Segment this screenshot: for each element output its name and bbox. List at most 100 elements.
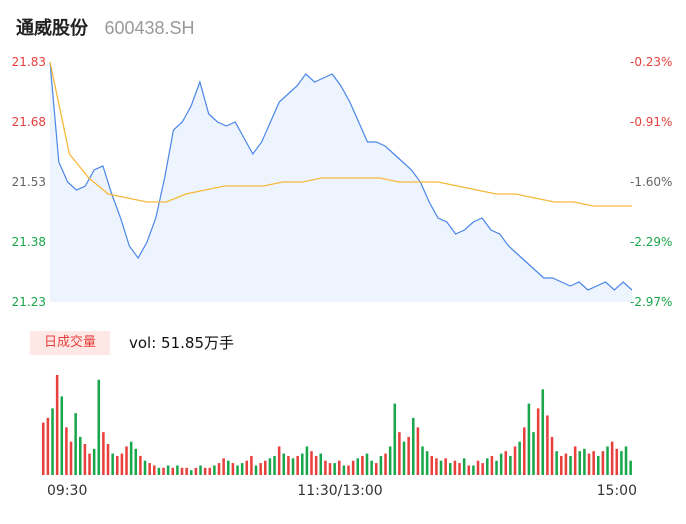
volume-bar bbox=[546, 415, 549, 475]
volume-bar bbox=[467, 465, 471, 475]
volume-bar bbox=[116, 455, 119, 475]
volume-bar bbox=[416, 427, 420, 475]
volume-badge[interactable]: 日成交量 bbox=[30, 331, 110, 355]
volume-bar bbox=[338, 460, 341, 475]
volume-bar bbox=[106, 444, 110, 475]
x-ticks: 09:30 11:30/13:00 15:00 bbox=[47, 483, 637, 499]
volume-bar bbox=[264, 460, 267, 475]
volume-bar bbox=[222, 458, 225, 475]
volume-bar bbox=[231, 463, 235, 475]
y-tick-left-1: 21.68 bbox=[12, 115, 46, 129]
volume-bar bbox=[55, 375, 59, 475]
volume-bar bbox=[518, 441, 521, 475]
volume-bar bbox=[430, 455, 434, 475]
volume-bar bbox=[111, 453, 114, 475]
volume-bar bbox=[481, 463, 484, 475]
volume-bar bbox=[523, 427, 526, 475]
volume-bar bbox=[569, 455, 572, 475]
volume-bar bbox=[370, 460, 373, 475]
volume-bar bbox=[462, 458, 466, 475]
y-ticks-left: 21.83 21.68 21.53 21.38 21.23 bbox=[12, 55, 46, 309]
volume-bar bbox=[60, 396, 64, 475]
volume-bar bbox=[148, 463, 151, 475]
price-line bbox=[49, 61, 633, 291]
volume-bar bbox=[620, 451, 623, 475]
volume-bar bbox=[601, 451, 605, 475]
volume-bar bbox=[578, 451, 582, 475]
y-tick-right-3: -2.29% bbox=[630, 235, 672, 249]
volume-bar bbox=[606, 446, 609, 475]
volume-bar bbox=[97, 379, 101, 475]
volume-bar bbox=[190, 470, 193, 475]
volume-bar bbox=[421, 446, 424, 475]
volume-bar bbox=[51, 408, 54, 475]
volume-bar bbox=[458, 463, 461, 475]
volume-bar bbox=[217, 463, 221, 475]
volume-bar bbox=[375, 463, 378, 475]
average-line bbox=[49, 61, 632, 207]
volume-bar bbox=[240, 463, 244, 475]
volume-bar bbox=[268, 458, 272, 475]
volume-bar bbox=[439, 460, 443, 475]
volume-bar bbox=[564, 453, 568, 475]
volume-bar bbox=[425, 451, 429, 475]
volume-bar bbox=[157, 467, 161, 475]
volume-readout: vol: 51.85万手 bbox=[129, 334, 234, 352]
volume-bar bbox=[527, 403, 531, 475]
volume-bar bbox=[490, 455, 494, 475]
volume-bar bbox=[83, 444, 87, 475]
volume-bar bbox=[472, 465, 475, 475]
y-tick-right-1: -0.91% bbox=[630, 115, 672, 129]
volume-bar bbox=[120, 453, 124, 475]
volume-bar bbox=[171, 467, 175, 475]
volume-bar bbox=[550, 436, 554, 475]
volume-bar bbox=[282, 453, 286, 475]
volume-bar bbox=[597, 455, 600, 475]
volume-bar bbox=[555, 451, 558, 475]
volume-bar bbox=[245, 460, 249, 475]
volume-bar bbox=[125, 446, 128, 475]
volume-bar bbox=[92, 448, 96, 475]
volume-bar bbox=[185, 467, 188, 475]
volume-bar bbox=[361, 455, 364, 475]
volume-bar bbox=[384, 453, 387, 475]
volume-bar bbox=[351, 460, 355, 475]
y-tick-right-2: -1.60% bbox=[630, 175, 672, 189]
volume-bar bbox=[504, 451, 508, 475]
volume-bar bbox=[129, 441, 133, 475]
price-area bbox=[50, 62, 632, 302]
volume-bar bbox=[379, 455, 383, 475]
volume-bar bbox=[88, 453, 91, 475]
volume-bar bbox=[583, 448, 586, 475]
volume-bar bbox=[194, 467, 198, 475]
volume-bar bbox=[560, 455, 563, 475]
y-tick-left-4: 21.23 bbox=[12, 295, 46, 309]
y-tick-left-0: 21.83 bbox=[12, 55, 46, 69]
volume-bar bbox=[476, 460, 480, 475]
volume-bar bbox=[333, 463, 336, 475]
volume-bar bbox=[69, 441, 73, 475]
volume-bar bbox=[301, 453, 304, 475]
stock-name: 通威股份 bbox=[16, 18, 88, 39]
volume-bar bbox=[296, 455, 299, 475]
volume-bar bbox=[65, 427, 68, 475]
volume-bar bbox=[513, 446, 517, 475]
volume-bar bbox=[449, 463, 452, 475]
y-tick-right-4: -2.97% bbox=[630, 295, 672, 309]
volume-bar bbox=[254, 465, 258, 475]
volume-bar bbox=[236, 465, 239, 475]
volume-bar bbox=[250, 455, 253, 475]
volume-bar bbox=[629, 460, 632, 475]
x-tick-0: 09:30 bbox=[47, 483, 87, 499]
volume-bar bbox=[134, 448, 138, 475]
volume-bar bbox=[402, 441, 406, 475]
x-tick-2: 15:00 bbox=[597, 483, 637, 499]
volume-bar bbox=[213, 465, 216, 475]
volume-bar bbox=[153, 465, 156, 475]
average-line-group bbox=[49, 61, 632, 207]
volume-bar bbox=[342, 465, 346, 475]
volume-bar bbox=[176, 465, 179, 475]
volume-bar bbox=[227, 460, 230, 475]
volume-bar bbox=[412, 417, 415, 475]
